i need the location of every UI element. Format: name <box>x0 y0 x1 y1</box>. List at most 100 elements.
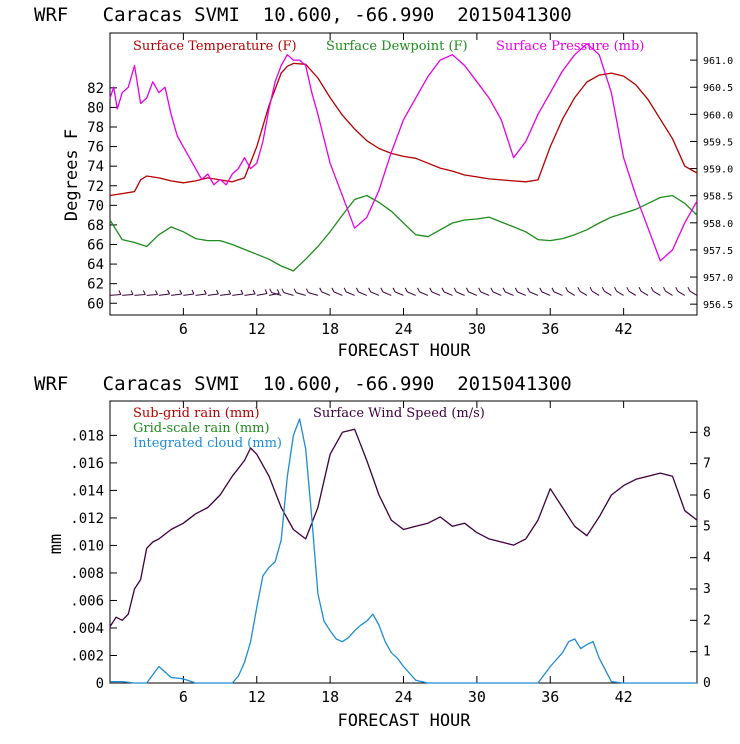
wind-barb <box>665 290 673 296</box>
wind-barb-flag <box>404 287 408 293</box>
wind-barb <box>468 291 478 296</box>
wind-barb-flag <box>281 288 285 293</box>
wind-barb-flag <box>191 289 195 295</box>
wind-barb <box>271 292 282 296</box>
wind-barb-flag <box>687 286 691 292</box>
chart1-y-tick-label: 70 <box>87 198 104 214</box>
chart1-y-tick-label: 64 <box>87 257 104 273</box>
wind-barb <box>382 291 392 296</box>
chart1-y-tick-label: 82 <box>87 81 104 97</box>
wind-barb-flag <box>331 287 335 293</box>
wind-barb <box>640 290 649 296</box>
chart1-y-tick-label: 78 <box>87 120 104 136</box>
wind-barb-flag <box>216 289 219 295</box>
wind-barb-flag <box>441 287 445 293</box>
wind-barb <box>628 290 637 296</box>
chart2-y-axis: 0 .002 .004 .006 .008 .010 .012 .014 .016 .018 <box>70 428 117 692</box>
chart2-y2-tick-label: 1 <box>703 645 711 660</box>
chart1-y-tick-label: 68 <box>87 218 104 234</box>
wind-barb-flag <box>466 287 469 293</box>
chart1-y-tick-label: 66 <box>87 238 104 254</box>
wind-barb <box>652 290 661 296</box>
chart2-x-tick-label: 18 <box>321 688 339 706</box>
wind-barb-flag <box>269 288 273 293</box>
chart1-y2-tick-label: 960.5 <box>703 83 733 94</box>
chart2-y2-axis: 0 1 2 3 4 5 6 7 8 <box>690 425 711 691</box>
wind-barb-flag <box>589 286 593 292</box>
wind-barb <box>616 290 624 296</box>
chart1-wind-barbs <box>109 286 698 296</box>
wind-barb <box>456 291 465 296</box>
wind-barb <box>529 291 539 296</box>
chart1-legend-pressure: Surface Pressure (mb) <box>496 39 644 54</box>
wind-barb <box>604 290 612 296</box>
wind-barb <box>158 293 170 296</box>
series-integrated-cloud-line <box>110 418 697 684</box>
chart1-y2-tick-label: 959.5 <box>703 137 733 148</box>
wind-barb <box>321 291 331 296</box>
wind-barb-flag <box>614 286 618 292</box>
chart2-y-tick-label: .002 <box>70 648 104 664</box>
wind-barb-flag <box>514 287 518 293</box>
chart2-x-axis: 6 12 18 24 30 36 42 <box>179 401 633 706</box>
chart2-y-tick-label: .004 <box>70 621 104 637</box>
wind-barb <box>492 291 502 296</box>
chart1-y2-tick-label: 957.0 <box>703 273 733 284</box>
wind-barb <box>345 291 355 296</box>
chart2-y2-tick-label: 0 <box>703 676 711 691</box>
wind-barb-flag <box>392 287 396 293</box>
chart2-y-tick-label: .006 <box>70 593 104 609</box>
chart1-y-tick-label: 72 <box>87 179 104 195</box>
wind-barb <box>146 293 158 296</box>
wind-barb <box>394 291 404 296</box>
wind-barb-flag <box>203 289 207 295</box>
chart1-x-tick-label: 42 <box>615 320 633 338</box>
wind-barb <box>283 292 294 296</box>
chart1-y-axis: 60 62 64 66 68 70 72 74 76 78 80 82 <box>87 81 117 312</box>
chart1-x-tick-label: 6 <box>179 320 188 338</box>
chart1-x-tick-label: 12 <box>248 320 266 338</box>
chart1-x-tick-label: 36 <box>541 320 559 338</box>
chart2-y2-tick-label: 8 <box>703 425 711 440</box>
wind-barb <box>256 293 268 296</box>
wind-barb-flag <box>179 289 183 295</box>
wind-barb-flag <box>343 287 347 293</box>
wind-barb <box>553 291 563 296</box>
wind-barb-flag <box>601 286 605 292</box>
chart1-x-axis: 6 12 18 24 30 36 42 <box>179 33 633 338</box>
wind-barb <box>504 291 514 296</box>
wind-barb-flag <box>429 287 433 293</box>
chart1-title: WRF Caracas SVMI 10.600, -66.990 2015041… <box>34 4 572 26</box>
chart2-x-tick-label: 30 <box>468 688 486 706</box>
wind-barb-flag <box>293 288 297 293</box>
chart1-y2-tick-label: 959.0 <box>703 165 733 176</box>
wind-barb <box>244 293 256 296</box>
chart1-ylabel: Degrees F <box>62 129 82 221</box>
wind-barb <box>268 293 280 296</box>
wind-barb <box>219 293 231 296</box>
wind-barb <box>579 290 588 296</box>
chart2-x-tick-label: 6 <box>179 688 188 706</box>
wind-barb-flag <box>626 286 630 292</box>
chart1-series <box>109 43 698 272</box>
chart2-x-tick-label: 36 <box>541 688 559 706</box>
wind-barb-flag <box>252 289 256 295</box>
wind-barb <box>591 290 600 296</box>
chart1-legend-dewpoint: Surface Dewpoint (F) <box>326 39 468 54</box>
wind-barb-flag <box>264 289 268 294</box>
wind-barb-flag <box>355 287 359 293</box>
chart1-x-tick-label: 30 <box>468 320 486 338</box>
chart2-series <box>109 418 698 684</box>
wind-barb-flag <box>490 287 494 293</box>
wind-barb-flag <box>276 289 280 294</box>
chart2-y-tick-label: .018 <box>70 428 104 444</box>
chart1-x-tick-label: 18 <box>321 320 339 338</box>
wind-barb <box>677 290 686 296</box>
wind-barb-flag <box>167 289 170 295</box>
wind-barb-flag <box>527 287 531 293</box>
chart2-title: WRF Caracas SVMI 10.600, -66.990 2015041… <box>34 373 572 395</box>
chart2-x-tick-label: 24 <box>394 688 412 706</box>
wind-barb <box>370 291 380 296</box>
wind-barb <box>171 293 182 296</box>
chart1-y-tick-label: 80 <box>87 100 104 116</box>
